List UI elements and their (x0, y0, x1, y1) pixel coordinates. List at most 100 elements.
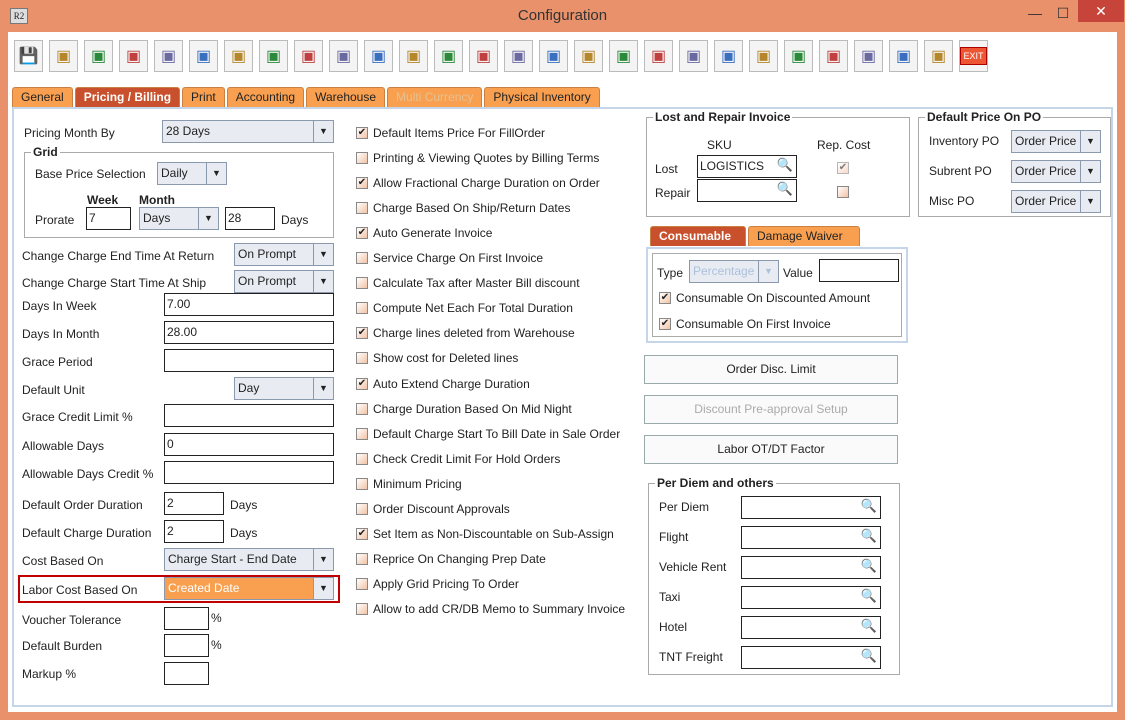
allowable-days-credit--input[interactable] (164, 461, 334, 484)
card-pen-button[interactable]: ▣ (574, 40, 603, 72)
default-charge-duration-input[interactable]: 2 (164, 520, 224, 543)
markup-input[interactable] (164, 662, 209, 685)
grid-alert-button[interactable]: ▣ (259, 40, 288, 72)
calculator-alert-button[interactable]: ▣ (294, 40, 323, 72)
po-price-select[interactable]: Order Price ▼ (1011, 190, 1101, 213)
shipping-alert-button[interactable]: ▣ (49, 40, 78, 72)
hotel-input[interactable]: 🔍 (741, 616, 881, 639)
days-in-month-input[interactable]: 28.00 (164, 321, 334, 344)
ruler-triangle-button[interactable]: ▣ (399, 40, 428, 72)
folder-gear-button[interactable]: ▣ (854, 40, 883, 72)
coins-alert-button[interactable]: ▣ (84, 40, 113, 72)
maximize-button[interactable]: ☐ (1056, 5, 1070, 21)
checkbox-box[interactable]: ✔ (356, 177, 368, 190)
option-checkbox[interactable]: Order Discount Approvals (356, 502, 510, 516)
default-burden-input[interactable] (164, 634, 209, 657)
gear-wrench-button[interactable]: ▣ (749, 40, 778, 72)
shield-gold-button[interactable]: ▣ (679, 40, 708, 72)
pricing-month-by-select[interactable]: 28 Days ▼ (162, 120, 334, 143)
default-unit-select[interactable]: Day ▼ (234, 377, 334, 400)
consumable-on-first-invoice-checkbox[interactable]: ✔ Consumable On First Invoice (659, 317, 831, 331)
option-checkbox[interactable]: ✔ Auto Extend Charge Duration (356, 377, 530, 391)
search-icon[interactable]: 🔍 (860, 648, 877, 663)
prorate-month-input[interactable]: 28 (225, 207, 275, 230)
repair-sku-input[interactable]: 🔍 (697, 179, 797, 202)
option-checkbox[interactable]: ✔ Allow Fractional Charge Duration on Ord… (356, 176, 600, 190)
calculator-gear-button[interactable]: ▣ (889, 40, 918, 72)
checkbox-box[interactable] (356, 552, 368, 565)
vehicle-rent-input[interactable]: 🔍 (741, 556, 881, 579)
close-button[interactable]: ✕ (1078, 0, 1124, 22)
shield-user-button[interactable]: ▣ (714, 40, 743, 72)
search-icon[interactable]: 🔍 (860, 558, 877, 573)
pay-alert-button[interactable]: ▣ (224, 40, 253, 72)
consumable-value-input[interactable] (819, 259, 899, 282)
checkbox-box[interactable] (356, 352, 368, 365)
tab-multi-currency[interactable]: Multi Currency (387, 87, 483, 107)
exit-button[interactable]: EXIT (959, 40, 988, 72)
option-checkbox[interactable]: Show cost for Deleted lines (356, 351, 518, 365)
lock-arrow-button[interactable]: ▣ (329, 40, 358, 72)
checkbox-box[interactable]: ✔ (356, 227, 368, 240)
document-arrow-button[interactable]: ▣ (644, 40, 673, 72)
prorate-month-unit-select[interactable]: Days ▼ (139, 207, 219, 230)
folder-clock-button[interactable]: ▣ (539, 40, 568, 72)
search-icon[interactable]: 🔍 (860, 498, 877, 513)
repair-rep-cost-checkbox[interactable] (837, 186, 849, 198)
tab-physical-inventory[interactable]: Physical Inventory (484, 87, 600, 107)
checkbox-box[interactable] (356, 252, 368, 265)
checkbox-box[interactable] (356, 602, 368, 615)
labor-ot-dt-factor-button[interactable]: Labor OT/DT Factor (644, 435, 898, 464)
tab-damage-waiver[interactable]: Damage Waiver (748, 226, 860, 246)
lost-rep-cost-checkbox[interactable]: ✔ (837, 162, 849, 174)
checkbox-box[interactable] (356, 577, 368, 590)
option-checkbox[interactable]: Compute Net Each For Total Duration (356, 301, 573, 315)
po-price-select[interactable]: Order Price ▼ (1011, 160, 1101, 183)
checkbox-box[interactable]: ✔ (659, 318, 671, 330)
transfer-button[interactable]: ▣ (924, 40, 953, 72)
order-disc-limit-button[interactable]: Order Disc. Limit (644, 355, 898, 384)
checkbox-box[interactable]: ✔ (659, 292, 671, 304)
lost-sku-input[interactable]: LOGISTICS 🔍 (697, 155, 797, 178)
per-diem-input[interactable]: 🔍 (741, 496, 881, 519)
search-icon[interactable]: 🔍 (776, 181, 793, 196)
document-stack-button[interactable]: ▣ (784, 40, 813, 72)
checkbox-box[interactable] (356, 277, 368, 290)
change-charge-end-time-at-return-select[interactable]: On Prompt ▼ (234, 243, 334, 266)
tab-general[interactable]: General (12, 87, 73, 107)
checkbox-box[interactable]: ✔ (356, 377, 368, 390)
option-checkbox[interactable]: Service Charge On First Invoice (356, 251, 543, 265)
checkbox-box[interactable]: ✔ (356, 127, 368, 139)
option-checkbox[interactable]: Allow to add CR/DB Memo to Summary Invoi… (356, 602, 625, 616)
invoice-alert-button[interactable]: ▣ (119, 40, 148, 72)
checkbox-box[interactable] (356, 502, 368, 515)
grace-credit-limit--input[interactable] (164, 404, 334, 427)
option-checkbox[interactable]: Charge Duration Based On Mid Night (356, 402, 572, 416)
option-checkbox[interactable]: Default Charge Start To Bill Date in Sal… (356, 427, 620, 441)
discount-preapproval-button[interactable]: Discount Pre-approval Setup (644, 395, 898, 424)
option-checkbox[interactable]: Minimum Pricing (356, 477, 462, 491)
po-price-select[interactable]: Order Price ▼ (1011, 130, 1101, 153)
days-in-week-input[interactable]: 7.00 (164, 293, 334, 316)
labor-cost-based-on-select[interactable]: Created Date ▼ (164, 577, 334, 600)
checkbox-box[interactable] (356, 302, 368, 315)
tnt-freight-input[interactable]: 🔍 (741, 646, 881, 669)
search-icon[interactable]: 🔍 (776, 157, 793, 172)
grace-period-input[interactable] (164, 349, 334, 372)
user-search-button[interactable]: ▣ (819, 40, 848, 72)
checkbox-box[interactable] (356, 202, 368, 215)
search-icon[interactable]: 🔍 (860, 528, 877, 543)
base-price-select[interactable]: Daily ▼ (157, 162, 227, 185)
color-cubes-button[interactable]: ▣ (469, 40, 498, 72)
option-checkbox[interactable]: ✔ Charge lines deleted from Warehouse (356, 326, 575, 340)
flight-input[interactable]: 🔍 (741, 526, 881, 549)
calendar-button[interactable]: ▣ (364, 40, 393, 72)
tab-warehouse[interactable]: Warehouse (306, 87, 386, 107)
checkbox-box[interactable]: ✔ (356, 527, 368, 540)
option-checkbox[interactable]: ✔ Auto Generate Invoice (356, 226, 492, 240)
voucher-tolerance-input[interactable] (164, 607, 209, 630)
change-charge-start-time-at-ship-select[interactable]: On Prompt ▼ (234, 270, 334, 293)
allowable-days-input[interactable]: 0 (164, 433, 334, 456)
consumable-on-discounted-checkbox[interactable]: ✔ Consumable On Discounted Amount (659, 291, 870, 305)
search-icon[interactable]: 🔍 (860, 618, 877, 633)
